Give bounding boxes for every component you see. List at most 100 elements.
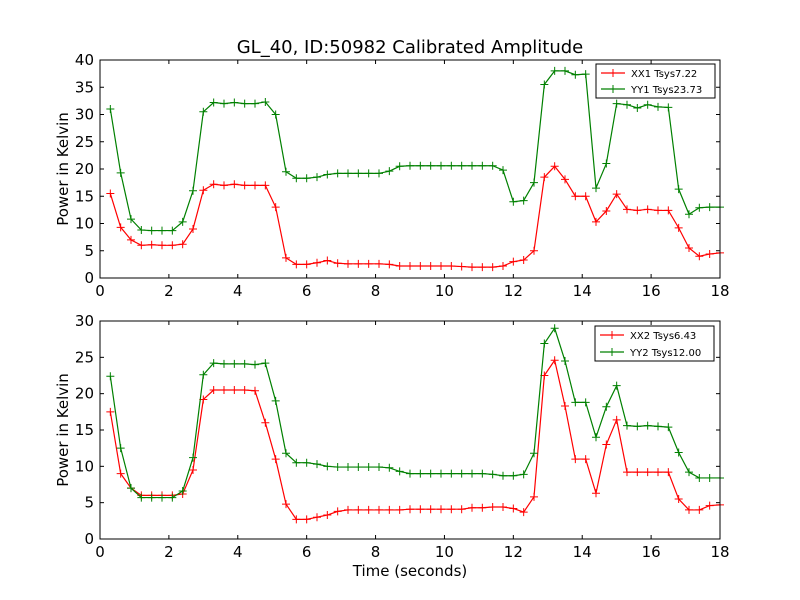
bottom-x-tick-label: 6 — [302, 543, 312, 561]
bottom-x-tick-label: 18 — [710, 543, 729, 561]
data-point-yy2 — [623, 421, 631, 430]
data-point-xx2 — [364, 505, 373, 514]
data-point-xx1 — [468, 263, 476, 272]
data-point-xx1 — [364, 259, 373, 268]
data-point-xx1 — [509, 257, 518, 266]
data-point-xx2 — [240, 386, 249, 395]
data-point-yy1 — [137, 226, 146, 235]
legend-label-xx1: XX1 Tsys7.22 — [631, 69, 697, 80]
data-point-yy1 — [633, 103, 642, 112]
data-point-yy2 — [581, 398, 590, 407]
data-point-yy2 — [240, 359, 249, 368]
top-panel-frame — [99, 59, 721, 279]
data-point-xx1 — [178, 240, 187, 249]
data-point-yy2 — [633, 422, 642, 431]
data-point-xx1 — [623, 205, 631, 214]
data-point-xx2 — [385, 505, 394, 514]
data-point-yy2 — [447, 469, 456, 478]
data-point-yy1 — [261, 97, 270, 106]
data-point-yy2 — [364, 463, 373, 472]
data-point-yy2 — [116, 444, 125, 453]
data-point-xx1 — [519, 256, 528, 265]
data-point-yy1 — [519, 196, 528, 205]
data-point-xx2 — [468, 503, 476, 512]
bottom-y-tick-label: 25 — [75, 348, 94, 366]
data-point-xx1 — [395, 262, 404, 271]
data-point-xx1 — [313, 258, 321, 267]
data-point-xx2 — [519, 508, 528, 517]
series-line-yy2 — [109, 326, 720, 499]
data-point-yy1 — [437, 161, 445, 170]
data-point-yy1 — [240, 99, 249, 108]
bottom-series-layer — [106, 324, 724, 524]
data-point-yy1 — [592, 184, 600, 193]
data-point-xx1 — [457, 262, 466, 271]
data-point-yy1 — [147, 226, 156, 235]
data-point-xx1 — [240, 181, 249, 190]
data-point-xx2 — [664, 468, 673, 477]
data-point-xx1 — [592, 217, 600, 226]
top-y-tick-label: 0 — [84, 269, 94, 287]
data-point-xx2 — [478, 503, 487, 512]
data-point-yy1 — [654, 102, 662, 111]
data-point-xx2 — [271, 455, 280, 464]
data-point-yy1 — [292, 174, 301, 183]
data-point-xx1 — [168, 241, 177, 250]
data-point-xx1 — [189, 224, 197, 233]
data-point-yy2 — [685, 468, 693, 477]
data-point-xx1 — [116, 223, 125, 232]
top-y-tick-label: 10 — [75, 215, 94, 233]
data-point-xx1 — [354, 259, 363, 268]
data-point-xx1 — [292, 260, 301, 269]
data-point-xx1 — [581, 192, 590, 201]
data-point-xx1 — [199, 186, 208, 195]
data-point-xx2 — [633, 468, 642, 477]
data-point-yy1 — [189, 186, 197, 195]
data-point-xx1 — [230, 180, 239, 189]
data-point-yy2 — [147, 493, 156, 502]
data-point-xx1 — [488, 263, 497, 272]
top-y-axis-label: Power in Kelvin — [54, 112, 72, 226]
data-point-xx2 — [592, 489, 600, 498]
data-point-xx2 — [571, 455, 580, 464]
data-point-yy2 — [695, 473, 704, 482]
data-point-xx1 — [530, 246, 538, 255]
data-point-yy2 — [457, 469, 466, 478]
data-point-xx2 — [116, 469, 125, 478]
top-panel: 0 2 4 6 8 10 12 14 16 18 0 5 10 15 20 25 30 35 40 Power in… — [54, 51, 730, 300]
top-tick-layer: 0 2 4 6 8 10 12 14 16 18 0 5 10 15 20 25 30 35 40 — [75, 51, 730, 300]
data-point-xx2 — [674, 495, 683, 504]
data-point-xx1 — [406, 262, 414, 271]
data-point-xx2 — [550, 356, 559, 365]
data-point-xx2 — [612, 415, 621, 424]
data-point-xx1 — [654, 206, 662, 215]
data-point-xx1 — [540, 173, 549, 182]
data-point-xx2 — [685, 505, 693, 514]
data-point-xx2 — [561, 402, 569, 411]
data-point-yy2 — [292, 458, 301, 467]
data-point-yy2 — [416, 469, 425, 478]
bottom-x-tick-label: 14 — [573, 543, 592, 561]
data-point-yy1 — [395, 162, 404, 171]
data-point-yy2 — [654, 422, 662, 431]
data-point-yy1 — [643, 100, 652, 109]
data-point-xx2 — [323, 511, 332, 520]
bottom-x-tick-label: 0 — [95, 543, 105, 561]
data-point-yy2 — [168, 493, 177, 502]
data-point-yy1 — [447, 161, 456, 170]
data-point-yy1 — [199, 107, 208, 116]
data-point-xx2 — [499, 503, 507, 512]
data-point-xx1 — [685, 244, 693, 253]
data-point-yy2 — [426, 469, 435, 478]
data-point-xx1 — [220, 181, 228, 190]
data-point-yy2 — [488, 470, 497, 479]
data-point-yy1 — [674, 185, 683, 194]
data-point-yy2 — [437, 469, 445, 478]
data-point-xx2 — [230, 386, 239, 395]
legend-label-yy1: YY1 Tsys23.73 — [630, 85, 702, 96]
data-point-xx2 — [643, 468, 652, 477]
data-point-yy2 — [106, 372, 115, 381]
data-point-xx1 — [137, 241, 146, 250]
data-point-xx1 — [612, 190, 621, 199]
